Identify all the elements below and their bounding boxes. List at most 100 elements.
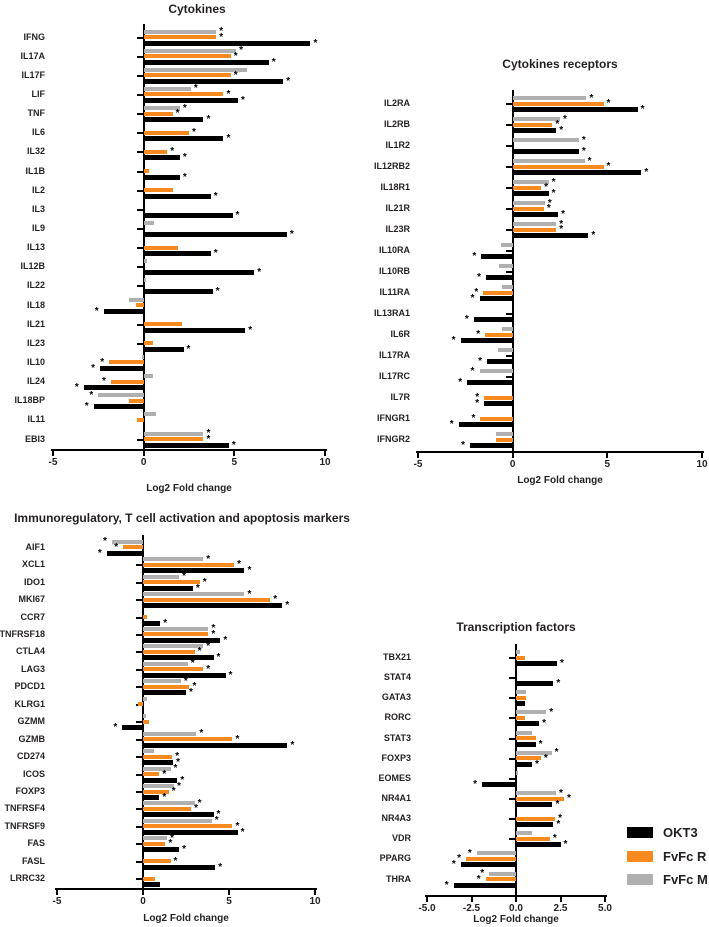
category-tick bbox=[505, 103, 512, 105]
significance-star: * bbox=[192, 127, 196, 139]
x-tick-mark bbox=[701, 453, 703, 458]
bar-okt3 bbox=[458, 422, 513, 428]
bar-fvfc-r bbox=[143, 632, 209, 637]
legend-swatch-fvfc-r bbox=[627, 850, 653, 862]
y-axis-line bbox=[511, 89, 514, 453]
category-tick bbox=[136, 773, 142, 776]
category-label: IDO1 bbox=[23, 576, 45, 587]
chart-title: Immunoregulatory, T cell activation and … bbox=[14, 511, 350, 525]
bar-fvfc-r bbox=[485, 877, 516, 882]
category-tick bbox=[136, 651, 142, 654]
bar-fvfc-r bbox=[143, 754, 173, 759]
x-axis-title: Log2 Fold change bbox=[143, 913, 229, 924]
bar-okt3 bbox=[460, 338, 513, 344]
category-label: IL21R bbox=[385, 203, 410, 214]
bar-fvfc-m bbox=[516, 791, 557, 796]
bar-okt3 bbox=[516, 802, 553, 808]
category-tick bbox=[505, 355, 512, 358]
x-tick-label: -5 bbox=[48, 457, 58, 468]
bar-okt3 bbox=[143, 78, 284, 84]
category-tick bbox=[136, 151, 143, 154]
category-label: IL13 bbox=[26, 242, 45, 253]
significance-star: * bbox=[213, 190, 218, 202]
significance-star: * bbox=[233, 69, 238, 81]
category-label: IL7R bbox=[390, 392, 410, 403]
bar-fvfc-r bbox=[137, 417, 144, 422]
category-tick bbox=[136, 189, 143, 192]
category-label: IL10RB bbox=[378, 266, 410, 277]
significance-star: * bbox=[182, 844, 187, 856]
category-tick bbox=[509, 798, 515, 801]
category-tick bbox=[509, 818, 515, 821]
category-label: TNFRSF9 bbox=[4, 820, 46, 831]
bar-fvfc-r bbox=[143, 719, 150, 724]
bar-okt3 bbox=[516, 842, 561, 848]
category-label: IL17RC bbox=[378, 371, 410, 382]
bar-fvfc-m bbox=[112, 539, 143, 544]
category-label: CCR7 bbox=[20, 611, 45, 622]
bar-fvfc-r bbox=[480, 416, 513, 421]
significance-star: * bbox=[451, 335, 456, 347]
significance-star: * bbox=[475, 398, 480, 410]
bar-okt3 bbox=[143, 251, 211, 257]
bar-okt3 bbox=[143, 620, 161, 626]
bar-okt3 bbox=[143, 760, 174, 766]
category-label: IL24 bbox=[26, 376, 45, 387]
significance-star: * bbox=[226, 133, 231, 145]
significance-star: * bbox=[206, 114, 211, 126]
bar-fvfc-r bbox=[143, 824, 233, 829]
category-label: LRRC32 bbox=[9, 873, 45, 884]
significance-star: * bbox=[97, 547, 102, 559]
category-label: IL9 bbox=[31, 222, 45, 233]
category-tick bbox=[505, 271, 512, 274]
y-axis-line bbox=[142, 24, 145, 451]
bar-okt3 bbox=[143, 655, 214, 661]
significance-star: * bbox=[471, 413, 476, 425]
x-tick-label: 10 bbox=[319, 457, 331, 468]
significance-star: * bbox=[581, 146, 586, 158]
bar-okt3 bbox=[143, 568, 245, 574]
significance-star: * bbox=[223, 634, 228, 646]
bar-okt3 bbox=[512, 212, 559, 218]
significance-star: * bbox=[286, 75, 291, 87]
significance-star: * bbox=[216, 809, 221, 821]
significance-star: * bbox=[444, 879, 449, 891]
significance-star: * bbox=[182, 571, 187, 583]
bar-fvfc-r bbox=[485, 332, 513, 337]
y-axis-line bbox=[515, 644, 517, 897]
y-axis-line bbox=[142, 535, 144, 890]
significance-star: * bbox=[551, 176, 556, 188]
bar-okt3 bbox=[460, 862, 516, 868]
x-tick-mark bbox=[559, 897, 562, 902]
bar-fvfc-r bbox=[123, 545, 143, 550]
category-label: IL13RA1 bbox=[373, 308, 410, 319]
bar-fvfc-m bbox=[143, 714, 147, 719]
bar-fvfc-m bbox=[143, 557, 204, 562]
category-label: IL1R2 bbox=[385, 140, 410, 151]
significance-star: * bbox=[102, 376, 106, 388]
significance-star: * bbox=[219, 26, 224, 38]
x-tick-label: 5 bbox=[231, 457, 238, 468]
significance-star: * bbox=[313, 37, 318, 49]
x-axis-line bbox=[51, 449, 327, 451]
significance-star: * bbox=[461, 440, 465, 452]
bar-fvfc-m bbox=[129, 297, 144, 302]
bar-okt3 bbox=[512, 107, 638, 112]
significance-star: * bbox=[555, 119, 560, 131]
category-label: IL11 bbox=[27, 414, 45, 425]
category-label: IL21 bbox=[26, 318, 45, 329]
bar-fvfc-m bbox=[143, 278, 147, 283]
category-label: RORC bbox=[384, 712, 412, 723]
category-tick bbox=[509, 717, 515, 720]
significance-star: * bbox=[559, 787, 563, 799]
bar-fvfc-r bbox=[143, 562, 235, 567]
category-tick bbox=[136, 668, 142, 671]
category-label: TNFRSF18 bbox=[0, 628, 45, 639]
significance-star: * bbox=[271, 56, 276, 68]
bar-fvfc-m bbox=[143, 374, 153, 379]
category-label: IL32 bbox=[26, 146, 45, 157]
bar-fvfc-r bbox=[143, 245, 179, 250]
bar-okt3 bbox=[516, 761, 533, 767]
bar-okt3 bbox=[143, 289, 213, 295]
bar-fvfc-r bbox=[516, 756, 541, 761]
